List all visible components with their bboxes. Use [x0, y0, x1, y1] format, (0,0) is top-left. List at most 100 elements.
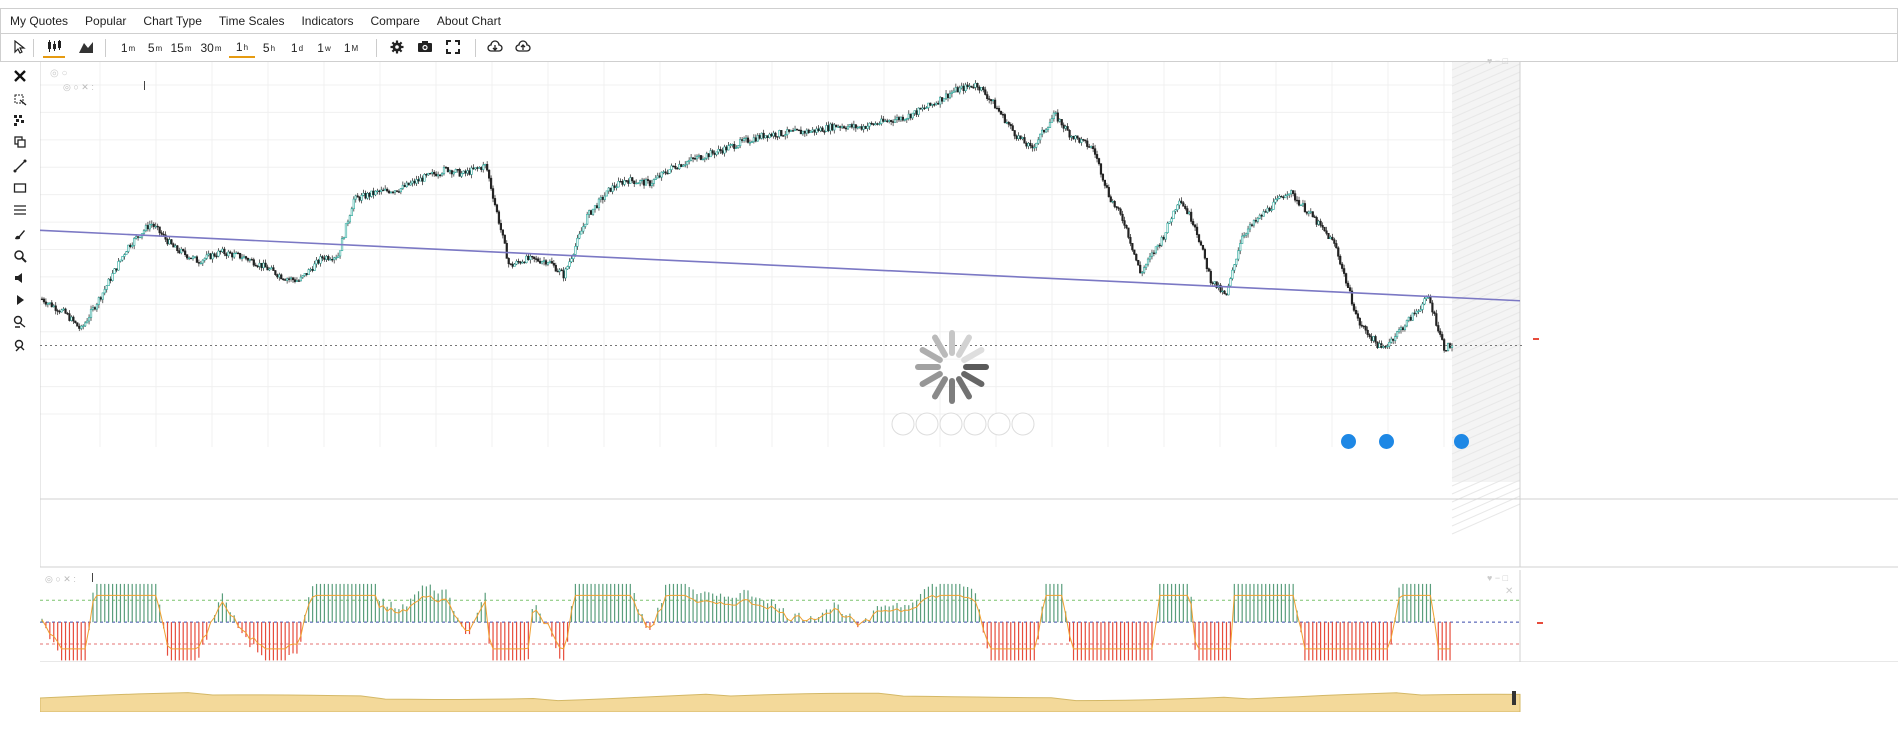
candle: [415, 175, 418, 187]
candle: [74, 320, 77, 324]
arrow-tool-button[interactable]: [9, 292, 31, 312]
navigator-pane[interactable]: [40, 662, 1898, 732]
candle: [1162, 235, 1165, 241]
menu-item-indicators[interactable]: Indicators: [301, 14, 354, 28]
rsi-close-icon[interactable]: ✕: [1505, 586, 1514, 597]
candle: [327, 254, 330, 262]
candle: [711, 149, 714, 156]
candle: [560, 268, 563, 272]
pane-controls-icon[interactable]: ♥ − □: [1487, 56, 1509, 66]
candle: [366, 191, 369, 200]
candle: [1184, 204, 1187, 211]
candle: [421, 175, 424, 186]
candle: [284, 278, 287, 281]
volume-settings-icon[interactable]: ◎ ○ ✕ :: [63, 82, 97, 92]
cursor-button[interactable]: [9, 38, 29, 58]
candle: [813, 129, 816, 136]
candle: [864, 125, 867, 129]
candle: [393, 190, 397, 195]
interval-unit: w: [324, 43, 331, 53]
candle: [1333, 237, 1336, 247]
rsi-pane-controls-icon[interactable]: ♥ − □: [1487, 573, 1509, 583]
brush-tool-button[interactable]: [9, 226, 31, 246]
candle: [219, 250, 222, 255]
cloud-upload-button[interactable]: [512, 38, 534, 58]
candle: [470, 165, 473, 179]
candle: [776, 136, 779, 141]
cloud-download-button[interactable]: [484, 38, 506, 58]
candle: [84, 321, 87, 327]
rsi-pane[interactable]: ◎ ○ ✕ : ♥ − □ ✕: [40, 570, 1898, 662]
candle: [95, 302, 99, 312]
candle: [721, 147, 724, 155]
menu-item-my-quotes[interactable]: My Quotes: [10, 14, 69, 28]
main-chart-pane[interactable]: ◎ ○ ◎ ○ ✕ : ♥ − □: [40, 56, 1898, 570]
candle: [856, 125, 859, 130]
candle: [1186, 205, 1189, 215]
candle: [1301, 199, 1305, 207]
candle: [237, 251, 240, 255]
candle: [774, 131, 777, 140]
menu-item-about-chart[interactable]: About Chart: [436, 14, 501, 28]
candle: [841, 123, 844, 130]
candle: [707, 153, 710, 160]
chart-type-candles-button[interactable]: [43, 38, 65, 58]
candle: [576, 234, 579, 250]
magnet-tool-button[interactable]: [9, 112, 31, 132]
candle: [352, 196, 355, 212]
zoom-tool-button[interactable]: [9, 248, 31, 268]
candle: [739, 137, 742, 149]
candle: [913, 110, 916, 117]
measure-tool-button[interactable]: [9, 314, 31, 334]
settings-button[interactable]: [386, 38, 408, 58]
candle: [762, 129, 765, 140]
candle: [788, 129, 791, 134]
rectangle-tool-tool-button[interactable]: [9, 180, 31, 200]
rsi-signal-line: [41, 594, 1450, 650]
menu-item-popular[interactable]: Popular: [85, 14, 127, 28]
news-badge[interactable]: [1454, 434, 1469, 449]
volume-tool-button[interactable]: [9, 270, 31, 290]
candle: [368, 192, 371, 201]
candle: [731, 143, 734, 148]
menu-item-chart-type[interactable]: Chart Type: [143, 14, 202, 28]
candle: [819, 126, 822, 133]
candle: [417, 176, 420, 184]
menu-item-time-scales[interactable]: Time Scales: [218, 14, 285, 28]
interval-30m-button[interactable]: 30 m: [198, 38, 224, 58]
candle: [136, 236, 140, 241]
candle: [1417, 309, 1420, 315]
chart-type-area-button[interactable]: [75, 38, 97, 58]
news-badge[interactable]: [1379, 434, 1394, 449]
menu-item-compare[interactable]: Compare: [370, 14, 420, 28]
trendline: [40, 229, 1521, 302]
copy-tool-button[interactable]: [9, 134, 31, 154]
visibility-icon[interactable]: ◎ ○: [50, 68, 68, 79]
candle: [1423, 296, 1426, 306]
candle: [1325, 226, 1328, 236]
rsi-settings-icon[interactable]: ◎ ○ ✕ :: [45, 574, 79, 584]
news-badge[interactable]: [1341, 434, 1356, 449]
line-tool-tool-button[interactable]: [9, 158, 31, 178]
candle: [1035, 142, 1038, 151]
candle: [523, 261, 526, 264]
candle: [1160, 235, 1163, 248]
fullscreen-button[interactable]: [442, 38, 464, 58]
crosshair-tool-button[interactable]: [9, 92, 31, 112]
close-tool-button[interactable]: [9, 68, 31, 88]
interval-15m-button[interactable]: 15 m: [168, 38, 194, 58]
fibonacci-tool-button[interactable]: [9, 202, 31, 222]
camera-button[interactable]: [414, 38, 436, 58]
candle: [248, 258, 251, 263]
candle: [1431, 300, 1434, 316]
candle: [354, 194, 357, 203]
candle: [1003, 113, 1006, 124]
delete-tool-button[interactable]: [9, 338, 31, 358]
